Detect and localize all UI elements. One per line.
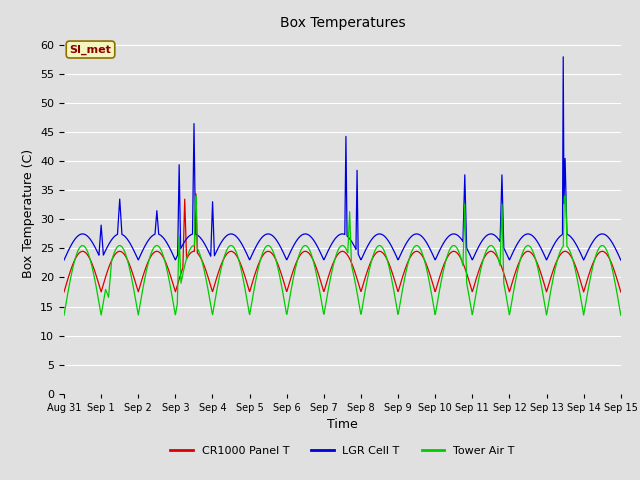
Title: Box Temperatures: Box Temperatures — [280, 16, 405, 30]
Y-axis label: Box Temperature (C): Box Temperature (C) — [22, 149, 35, 278]
Legend: CR1000 Panel T, LGR Cell T, Tower Air T: CR1000 Panel T, LGR Cell T, Tower Air T — [166, 441, 519, 460]
Text: SI_met: SI_met — [70, 44, 111, 55]
X-axis label: Time: Time — [327, 418, 358, 431]
